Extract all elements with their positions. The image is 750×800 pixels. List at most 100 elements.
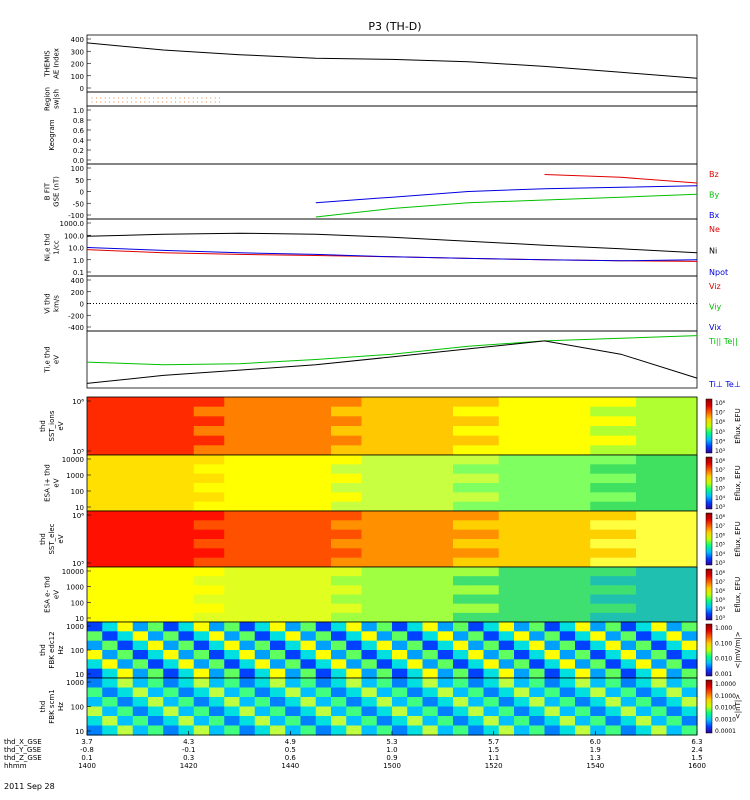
spectrogram-cell: [193, 725, 210, 736]
spectrogram-cell: [483, 539, 500, 549]
spectrogram-cell: [681, 548, 698, 559]
colorbar-tick-label: 0.100: [715, 640, 732, 647]
spectrogram-cell: [422, 697, 439, 708]
spectrogram-cell: [681, 397, 698, 408]
spectrogram-cell: [681, 631, 698, 642]
y-tick-label: 0.2: [73, 147, 84, 155]
spectrogram-cell: [315, 435, 332, 446]
spectrogram-cell: [483, 716, 500, 727]
legend-entry: Bz: [709, 170, 719, 179]
y-axis-label: B FIT: [44, 182, 52, 200]
y-axis-label: FBK edc12: [48, 631, 56, 668]
spectrogram-cell: [224, 612, 241, 623]
spectrogram-cell: [209, 464, 225, 475]
spectrogram-cell: [681, 576, 698, 586]
spectrogram-cell: [636, 612, 652, 623]
region-dot: [139, 101, 141, 103]
spectrogram-cell: [193, 567, 210, 577]
spectrogram-cell: [346, 585, 363, 596]
spectrogram-cell: [636, 397, 652, 408]
spectrogram-cell: [346, 716, 363, 727]
x-tick-label: 4.9: [285, 738, 296, 746]
region-dot: [210, 97, 212, 99]
spectrogram-cell: [315, 445, 332, 456]
region-dot: [219, 97, 221, 99]
region-dot: [117, 97, 119, 99]
spectrogram-cell: [468, 640, 485, 651]
spectrogram-cell: [178, 455, 195, 465]
spectrogram-cell: [102, 445, 119, 456]
spectrogram-cell: [117, 397, 134, 408]
spectrogram-cell: [239, 483, 256, 493]
spectrogram-cell: [193, 594, 210, 605]
spectrogram-cell: [132, 406, 149, 417]
spectrogram-cell: [132, 501, 149, 512]
spectrogram-cell: [376, 576, 393, 586]
x-tick-label: 1.1: [488, 754, 499, 762]
spectrogram-cell: [468, 426, 485, 437]
spectrogram-cell: [315, 603, 332, 614]
region-dot: [219, 101, 221, 103]
spectrogram-cell: [651, 697, 668, 708]
spectrogram-cell: [590, 529, 607, 540]
spectrogram-cell: [605, 483, 622, 493]
spectrogram-cell: [544, 567, 561, 577]
spectrogram-cell: [148, 603, 164, 614]
spectrogram-cell: [422, 464, 439, 475]
spectrogram-cell: [575, 464, 591, 475]
spectrogram-cell: [422, 426, 439, 437]
spectrogram-cell: [575, 650, 591, 660]
spectrogram-cell: [346, 511, 363, 521]
spectrogram-cell: [117, 455, 134, 465]
series-line-temperature-ti: [86, 335, 698, 366]
spectrogram-cell: [544, 668, 561, 679]
spectrogram-cell: [590, 650, 607, 660]
spectrogram-cell: [590, 455, 607, 465]
spectrogram-cell: [636, 678, 652, 689]
spectrogram-cell: [590, 557, 607, 568]
spectrogram-cell: [361, 697, 378, 708]
spectrogram-cell: [148, 464, 164, 475]
y-axis-label: SST_elec: [48, 523, 56, 554]
spectrogram-cell: [346, 473, 363, 484]
spectrogram-cell: [163, 668, 180, 679]
spectrogram-cell: [178, 416, 195, 427]
spectrogram-cell: [361, 603, 378, 614]
spectrogram-cell: [346, 435, 363, 446]
spectrogram-cell: [300, 687, 317, 698]
region-dot: [109, 101, 111, 103]
spectrogram-cell: [87, 445, 103, 456]
spectrogram-cell: [422, 416, 439, 427]
spectrogram-cell: [117, 483, 134, 493]
region-dot: [153, 101, 155, 103]
spectrogram-cell: [148, 697, 164, 708]
spectrogram-cell: [361, 492, 378, 503]
colorbar-tick-label: 10⁶: [715, 532, 726, 539]
spectrogram-cell: [651, 520, 668, 531]
spectrogram-cell: [87, 716, 103, 727]
spectrogram-cell: [422, 668, 439, 679]
spectrogram-cell: [575, 520, 591, 531]
spectrogram-cell: [102, 631, 119, 642]
spectrogram-cell: [331, 435, 347, 446]
spectrogram-cell: [148, 594, 164, 605]
spectrogram-cell: [209, 520, 225, 531]
panel-density: 1000.0100.010.01.00.1Ni,e thd 1/ccNeNiNpo…: [44, 218, 728, 277]
spectrogram-cell: [132, 668, 149, 679]
spectrogram-cell: [239, 426, 256, 437]
spectrogram-cell: [239, 464, 256, 475]
spectrogram-cell: [407, 445, 424, 456]
spectrogram-cell: [483, 557, 500, 568]
spectrogram-cell: [590, 548, 607, 559]
region-dot: [131, 101, 133, 103]
spectrogram-cell: [270, 716, 286, 727]
spectrogram-cell: [559, 706, 576, 717]
spectrogram-cell: [254, 725, 271, 736]
spectrogram-cell: [132, 576, 149, 586]
colorbar-tick-label: 10⁸: [715, 458, 726, 465]
spectrogram-cell: [285, 435, 302, 446]
spectrogram-cell: [544, 706, 561, 717]
spectrogram-cell: [514, 650, 530, 660]
spectrogram-cell: [346, 706, 363, 717]
spectrogram-cell: [270, 529, 286, 540]
